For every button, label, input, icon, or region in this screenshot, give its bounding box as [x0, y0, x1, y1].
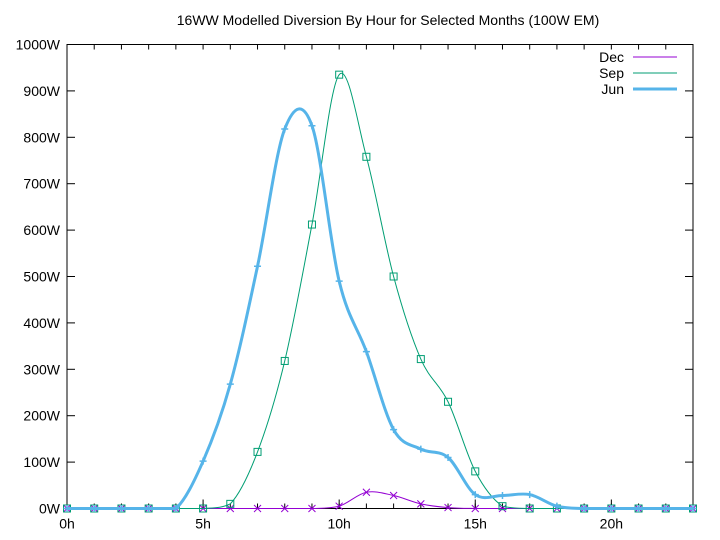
data-point-jun: [417, 445, 425, 453]
data-point-sep: [307, 220, 316, 229]
data-point-jun: [635, 505, 643, 512]
data-point-dec: [308, 504, 316, 513]
legend-label-jun: Jun: [601, 81, 624, 97]
series-line-dec: [66, 491, 693, 510]
data-point-sep: [498, 502, 507, 511]
data-point-sep: [253, 447, 262, 456]
data-point-jun: [553, 502, 561, 510]
data-point-jun: [254, 262, 262, 270]
data-point-dec: [362, 488, 371, 497]
data-point-sep: [335, 70, 344, 79]
data-point-jun: [172, 505, 180, 512]
data-point-sep: [389, 272, 398, 281]
legend-label-dec: Dec: [599, 49, 624, 65]
y-tick-label: 200W: [23, 408, 60, 424]
y-tick-label: 700W: [23, 176, 60, 192]
chart-title: 16WW Modelled Diversion By Hour for Sele…: [177, 12, 599, 28]
data-point-jun: [335, 277, 343, 285]
data-point-dec: [226, 504, 235, 513]
legend-label-sep: Sep: [599, 65, 624, 81]
y-tick-label: 1000W: [16, 37, 61, 53]
x-tick-label: 15h: [464, 516, 487, 532]
series-sep: [63, 70, 697, 513]
y-tick-label: 600W: [23, 222, 60, 238]
data-point-jun: [281, 125, 289, 133]
y-axis: 0W 100W 200W 300W 400W 500W 600W 700W 800W 900W 10…: [16, 37, 693, 517]
data-point-dec: [444, 503, 452, 512]
data-point-sep: [444, 397, 453, 406]
series-line-jun: [66, 107, 693, 511]
data-point-jun: [498, 492, 506, 500]
data-point-dec: [335, 502, 344, 511]
data-point-dec: [416, 500, 425, 508]
data-point-sep: [525, 504, 534, 513]
data-point-jun: [199, 457, 207, 465]
y-tick-label: 0W: [39, 501, 61, 517]
data-point-jun: [63, 505, 71, 512]
plot-area-border: [66, 44, 694, 509]
data-point-jun: [145, 505, 153, 512]
data-point-sep: [471, 467, 480, 476]
x-tick-label: 20h: [600, 516, 623, 532]
data-point-jun: [226, 380, 234, 388]
data-point-dec: [280, 504, 289, 513]
data-point-sep: [416, 355, 425, 364]
data-point-jun: [117, 505, 125, 512]
data-point-jun: [607, 505, 615, 512]
data-point-dec: [389, 491, 398, 500]
x-tick-label: 5h: [195, 516, 211, 532]
y-tick-label: 800W: [23, 129, 60, 145]
data-point-jun: [90, 505, 98, 512]
y-tick-label: 500W: [23, 269, 60, 285]
data-point-jun: [580, 505, 588, 512]
y-tick-label: 100W: [23, 454, 60, 470]
data-point-sep: [226, 499, 235, 508]
data-point-jun: [526, 491, 534, 499]
data-point-jun: [362, 348, 370, 356]
data-point-sep: [199, 504, 208, 513]
data-point-dec: [471, 504, 480, 513]
y-tick-label: 900W: [23, 83, 60, 99]
data-point-jun: [471, 491, 479, 499]
x-tick-label: 0h: [59, 516, 75, 532]
data-point-jun: [444, 453, 452, 461]
y-tick-label: 400W: [23, 315, 60, 331]
series-layer: [63, 70, 697, 513]
data-point-sep: [280, 356, 289, 365]
data-point-jun: [662, 505, 670, 512]
data-point-jun: [308, 122, 316, 130]
data-point-dec: [253, 504, 262, 513]
data-point-jun: [689, 505, 697, 512]
data-point-sep: [362, 152, 371, 161]
data-point-dec: [498, 504, 507, 513]
x-axis: 0h 5h 10h 15h 20h: [59, 44, 694, 532]
y-tick-label: 300W: [23, 361, 60, 377]
series-jun: [63, 107, 697, 512]
data-point-jun: [390, 426, 398, 434]
x-tick-label: 10h: [327, 516, 350, 532]
series-line-sep: [66, 72, 693, 510]
